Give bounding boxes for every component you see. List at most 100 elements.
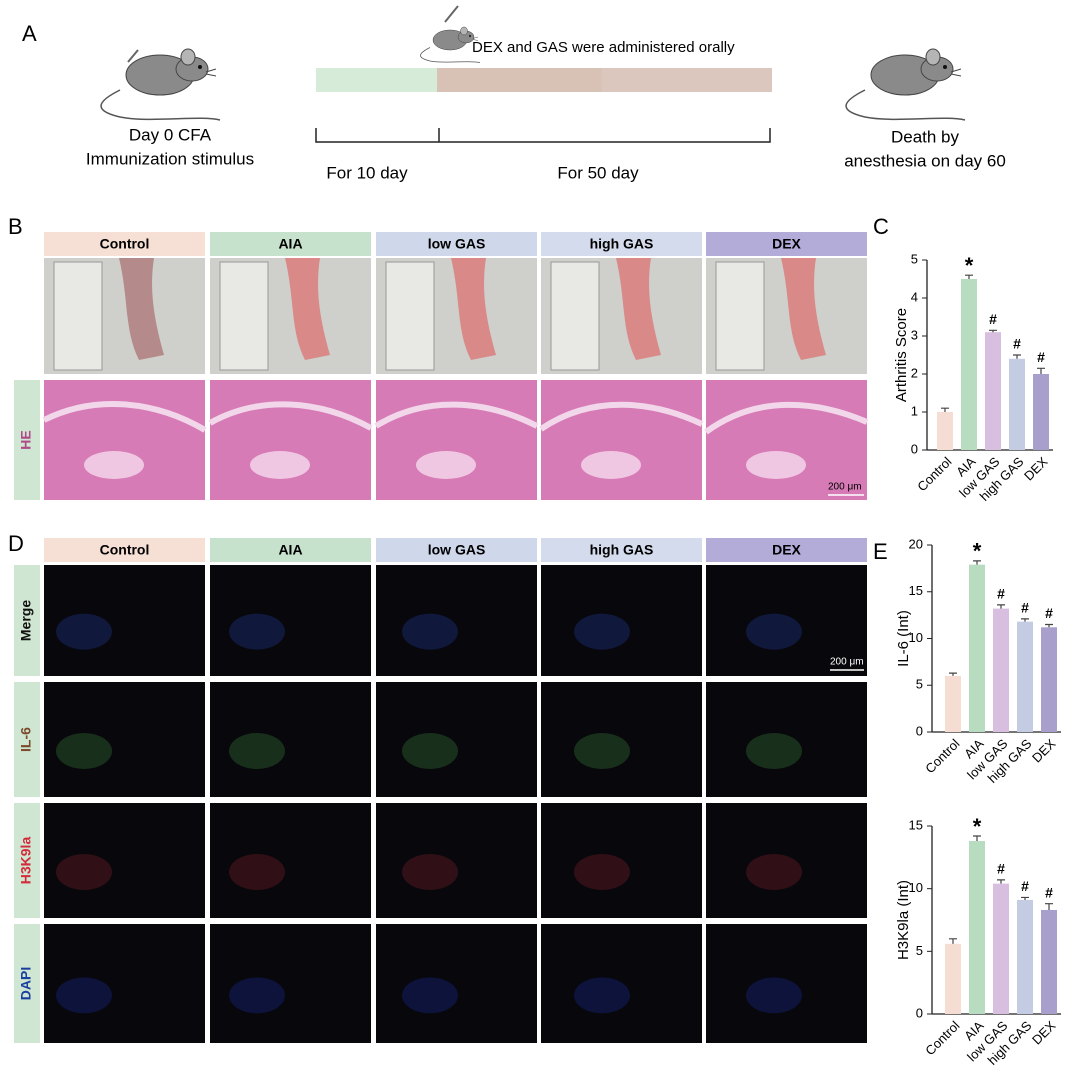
timeline-text: Immunization stimulus	[86, 149, 254, 168]
signal	[229, 977, 285, 1014]
error-bar	[1021, 618, 1029, 622]
ruler	[385, 261, 435, 371]
group-label: high GAS	[590, 236, 654, 252]
significance-mark: #	[997, 861, 1005, 877]
signal	[574, 977, 630, 1014]
error-bar	[1045, 903, 1053, 910]
group-label: AIA	[278, 542, 302, 558]
panel-label: E	[873, 539, 888, 564]
bar	[1033, 374, 1049, 450]
x-tick-label: DEX	[1021, 454, 1051, 484]
he-section	[376, 380, 537, 500]
signal	[574, 733, 630, 769]
group-header	[44, 232, 205, 256]
tissue-detail	[704, 401, 869, 435]
x-tick-label: Control	[922, 736, 962, 776]
error-bar	[949, 672, 957, 676]
timeline-text: Day 0 CFA	[129, 125, 212, 144]
error-bar	[1013, 354, 1021, 359]
row-label-box	[14, 565, 40, 676]
signal	[574, 613, 630, 650]
significance-mark: *	[973, 539, 982, 564]
error-bar	[1045, 623, 1053, 628]
paw	[781, 258, 826, 360]
signal	[402, 733, 458, 769]
bar	[1017, 621, 1033, 732]
paw	[285, 258, 330, 360]
group-header	[44, 538, 205, 562]
x-tick-label: Control	[914, 454, 954, 494]
syringe	[127, 49, 139, 63]
y-tick-label: 5	[916, 943, 923, 958]
y-tick-label: 3	[911, 327, 918, 342]
significance-mark: #	[1021, 878, 1029, 894]
he-section	[706, 380, 867, 500]
fluorescence-image	[376, 565, 537, 676]
ruler	[53, 261, 103, 371]
significance-mark: *	[965, 253, 974, 278]
signal	[574, 854, 630, 890]
bar	[1017, 899, 1033, 1014]
paw	[616, 258, 661, 360]
bar	[1009, 358, 1025, 450]
y-tick-label: 10	[909, 630, 923, 645]
error-bar	[997, 879, 1005, 884]
bar	[945, 675, 961, 732]
bar	[945, 943, 961, 1014]
row-label-box	[14, 682, 40, 797]
fluorescence-image	[376, 924, 537, 1043]
group-label: Control	[100, 542, 150, 558]
y-tick-label: 15	[909, 817, 923, 832]
error-bar	[1037, 367, 1045, 374]
y-tick-label: 0	[916, 1005, 923, 1020]
y-tick-label: 5	[911, 251, 918, 266]
y-axis-label: Arthritis Score	[893, 308, 910, 402]
ruler	[550, 261, 600, 371]
group-label: low GAS	[428, 236, 486, 252]
signal	[56, 854, 112, 890]
signal	[56, 733, 112, 769]
signal	[746, 854, 802, 890]
group-label: AIA	[278, 236, 302, 252]
panel-label: C	[873, 214, 889, 239]
timeline-bracket	[315, 128, 771, 143]
signal	[746, 613, 802, 650]
bar	[961, 279, 977, 450]
group-header	[376, 232, 537, 256]
bar	[937, 412, 953, 450]
error-bar	[997, 604, 1005, 609]
x-tick-label: DEX	[1029, 736, 1059, 766]
group-label: DEX	[772, 236, 801, 252]
y-tick-label: 2	[911, 365, 918, 380]
y-tick-label: 10	[909, 880, 923, 895]
row-label-box	[14, 924, 40, 1043]
significance-mark: *	[973, 814, 982, 839]
error-bar	[973, 560, 981, 565]
row-label: HE	[18, 430, 34, 449]
scale-bar-label: 200 μm	[830, 657, 864, 668]
mouse-icon	[845, 48, 966, 121]
signal	[746, 977, 802, 1014]
group-label: DEX	[772, 542, 801, 558]
signal	[402, 977, 458, 1014]
group-label: high GAS	[590, 542, 654, 558]
error-bar	[989, 329, 997, 333]
y-tick-label: 0	[911, 441, 918, 456]
group-label: Control	[100, 236, 150, 252]
timeline-text: For 10 day	[326, 163, 408, 182]
tissue-detail	[581, 451, 641, 479]
timeline-text: For 50 day	[557, 163, 639, 182]
bar	[1041, 909, 1057, 1014]
significance-mark: #	[1013, 336, 1021, 352]
significance-mark: #	[1021, 600, 1029, 616]
timeline-phase	[316, 68, 437, 92]
he-section	[44, 380, 205, 500]
bar	[969, 841, 985, 1014]
tissue-detail	[374, 401, 539, 429]
timeline-text: Death by	[891, 127, 960, 146]
row-label-box	[14, 380, 40, 500]
tissue-detail	[416, 451, 476, 479]
error-bar	[941, 407, 949, 412]
fluorescence-image	[210, 682, 371, 797]
signal	[56, 613, 112, 650]
